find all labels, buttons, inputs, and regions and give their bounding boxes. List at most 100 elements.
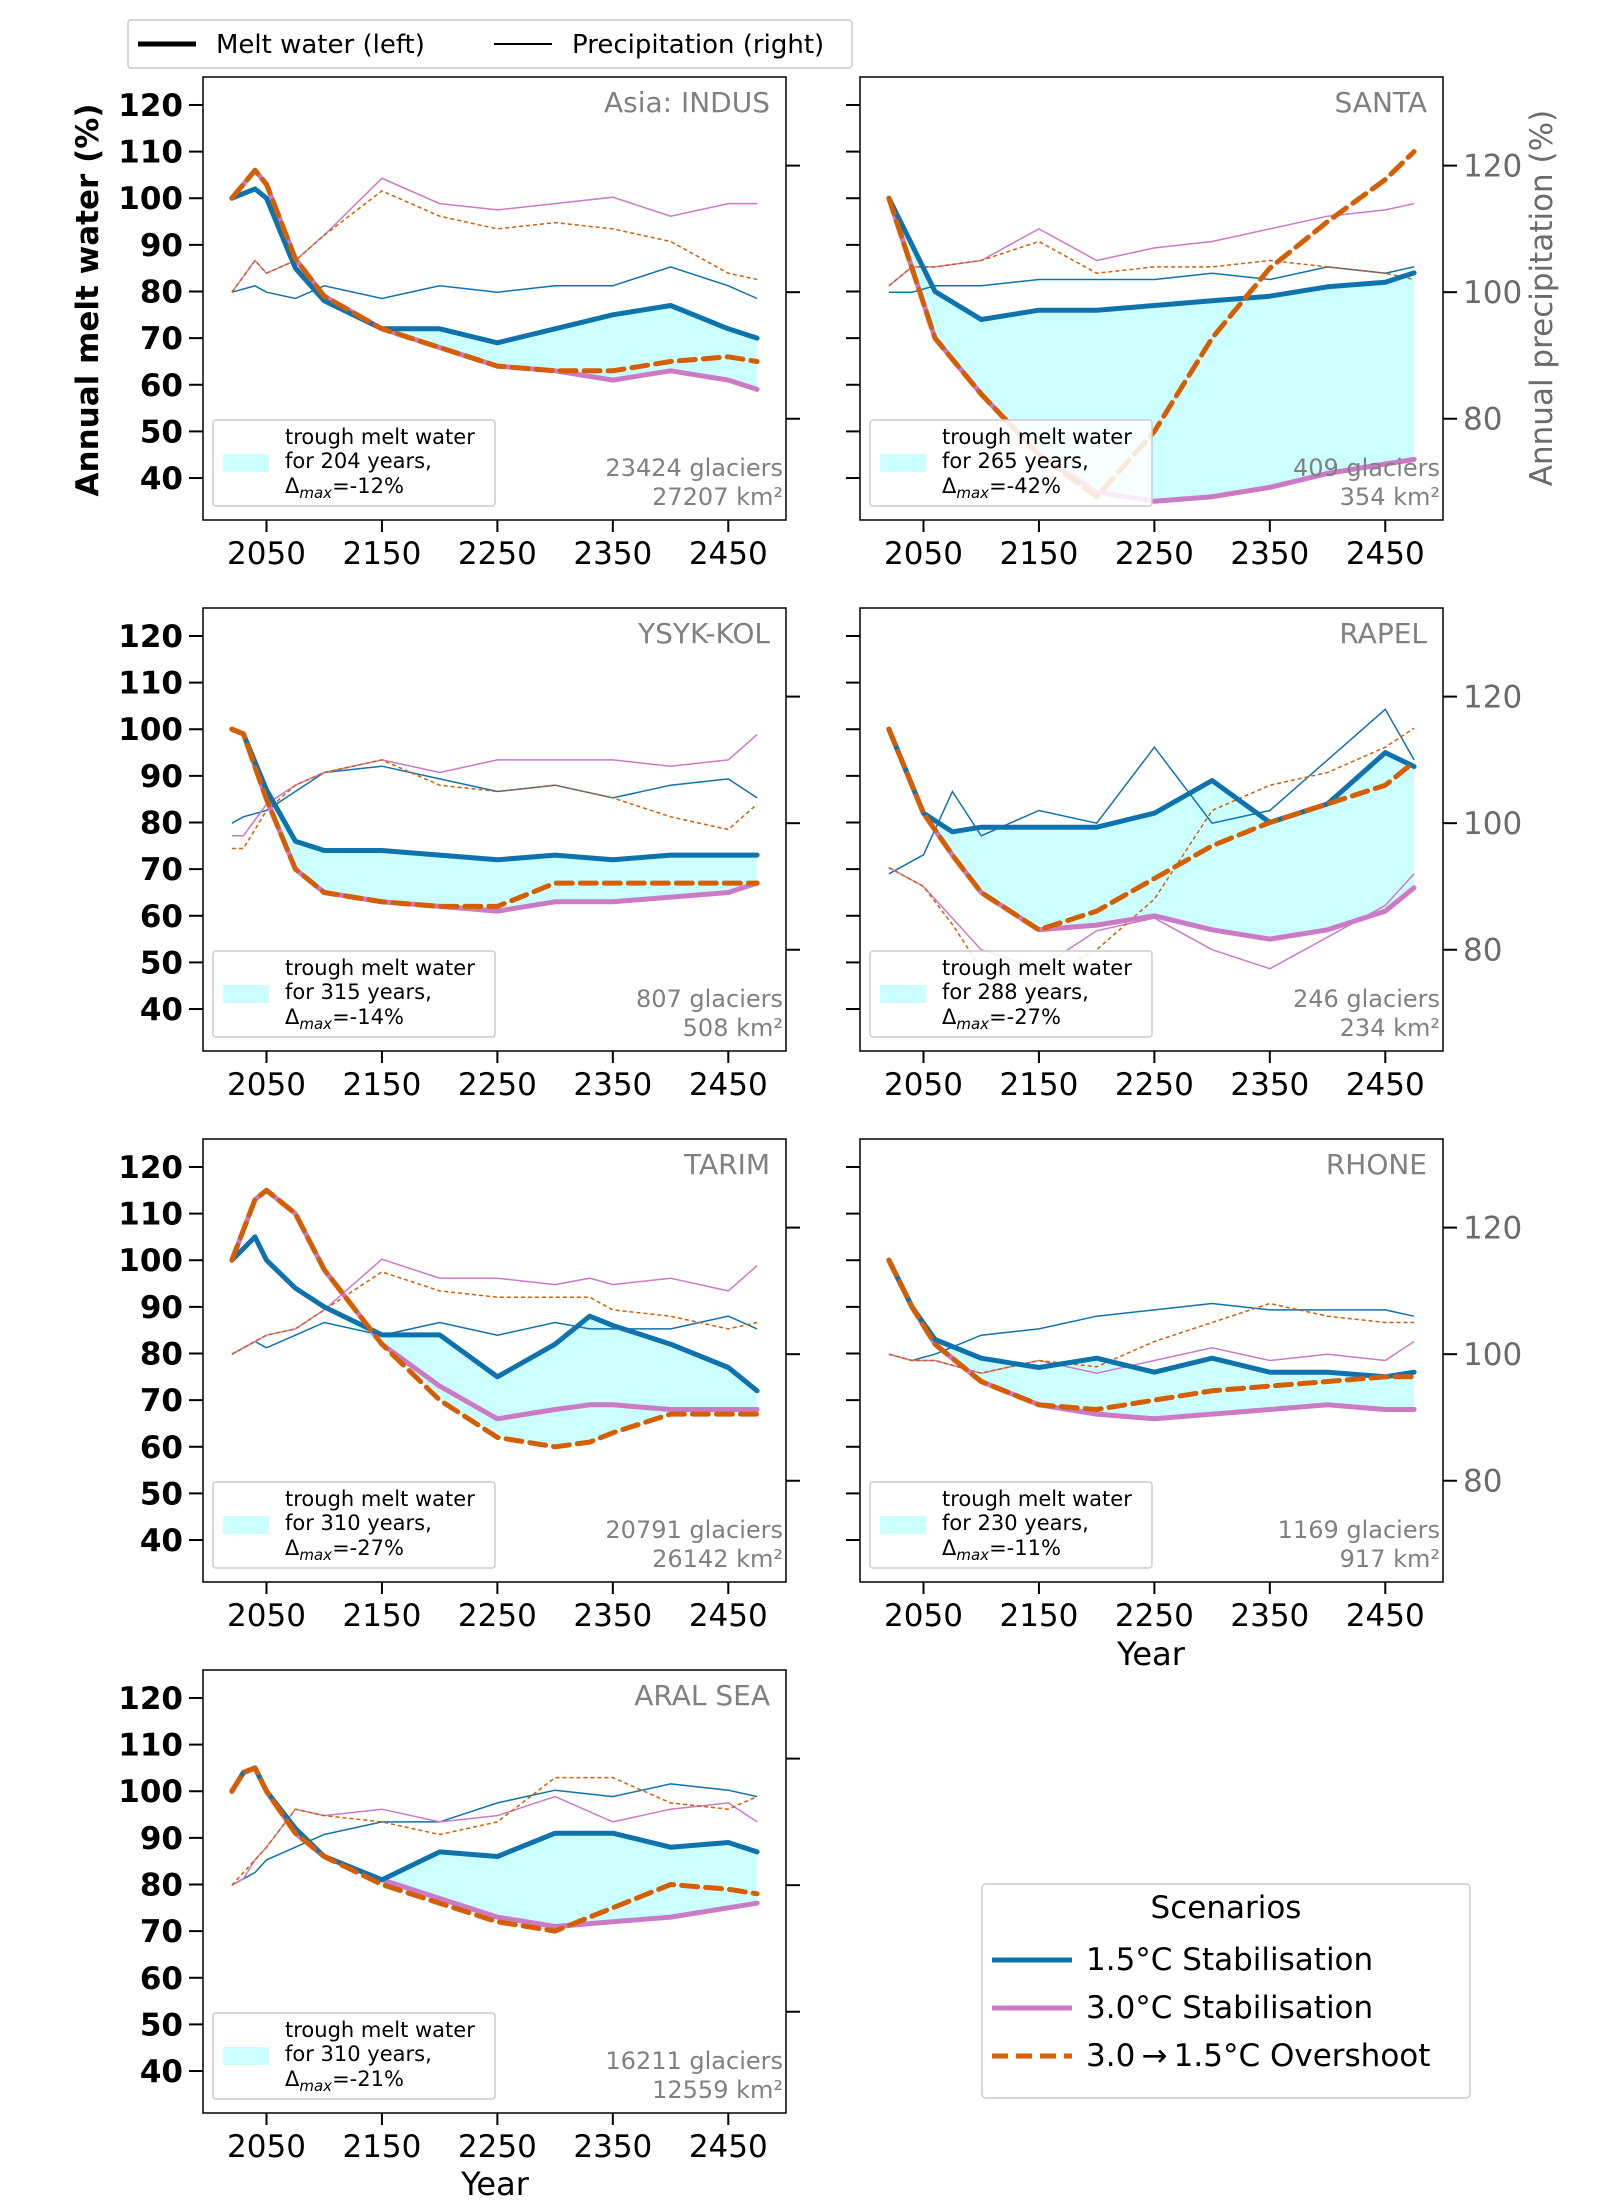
x-tick-label: 2050 [227, 1598, 306, 1634]
panel-1: 2050 2150 2250 2350 2450 80 100 120 SANTA 409 gla… [846, 76, 1522, 572]
plot-content [886, 1257, 1417, 1422]
melt-line-overshoot [886, 1257, 1417, 1412]
plot-frame [859, 1138, 1444, 1583]
plot-content [229, 1187, 760, 1450]
scenarios-legend-title: Scenarios [1151, 1890, 1302, 1926]
y-left-tick-label: 90 [140, 1821, 183, 1857]
trough-legend-delta: Δmax=-12% [285, 474, 404, 502]
trough-legend-box [869, 419, 1153, 507]
x-tick-label: 2050 [227, 536, 306, 572]
panel-3: 2050 2150 2250 2350 2450 80 100 120 RAPEL 246 gla… [846, 607, 1522, 1103]
precip-line-overshoot [888, 1302, 1415, 1374]
plot-content [886, 708, 1417, 983]
trough-legend-line1: trough melt water [285, 956, 475, 980]
trough-fill [231, 188, 758, 390]
y-right-tick-label: 120 [1463, 149, 1522, 185]
trough-fill [231, 1236, 758, 1447]
y-left-tick-label: 100 [118, 712, 183, 748]
glacier-count: 807 glaciers [636, 985, 783, 1013]
melt-line-s15 [229, 186, 760, 346]
x-tick-label: 2050 [227, 1067, 306, 1103]
panel-title: Asia: INDUS [604, 86, 770, 119]
trough-legend-box [212, 1481, 496, 1569]
panel-title: RAPEL [1339, 617, 1427, 650]
x-tick-label: 2350 [1230, 536, 1309, 572]
y-left-tick-label: 90 [140, 228, 183, 264]
x-tick-label: 2450 [1346, 1067, 1425, 1103]
x-tick-label: 2450 [1346, 1598, 1425, 1634]
top-legend: Melt water (left) Precipitation (right) [127, 19, 853, 69]
precip-line-s15 [888, 1302, 1415, 1362]
y-left-tick-label: 110 [118, 1728, 183, 1764]
trough-legend-box [212, 419, 496, 507]
glacier-area: 27207 km² [652, 483, 783, 511]
trough-legend-swatch [223, 985, 269, 1003]
x-tick-label: 2150 [342, 1067, 421, 1103]
y-left-tick-label: 110 [118, 135, 183, 171]
plot-frame [202, 76, 787, 521]
x-tick-label: 2050 [227, 2129, 306, 2165]
x-tick-label: 2450 [689, 2129, 768, 2165]
y-left-tick-label: 80 [140, 275, 183, 311]
x-tick-label: 2050 [884, 536, 963, 572]
trough-legend-delta: Δmax=-11% [942, 1536, 1061, 1564]
precip-line-s15 [231, 1315, 758, 1355]
y-left-tick-label: 120 [118, 1681, 183, 1717]
trough-legend-delta: Δmax=-27% [285, 1536, 404, 1564]
y-left-tick-label: 50 [140, 414, 183, 450]
x-tick-label: 2250 [1115, 1598, 1194, 1634]
x-tick-label: 2350 [573, 536, 652, 572]
y-left-tick-label: 90 [140, 759, 183, 795]
panel-2: 2050 2150 2250 2350 2450 40 50 60 70 80 90 100 110 12… [118, 607, 800, 1103]
panel-title: SANTA [1335, 86, 1427, 119]
trough-fill [231, 1767, 758, 1932]
trough-legend-years: for 230 years, [942, 1511, 1089, 1535]
y-left-tick-label: 40 [140, 461, 183, 497]
y-right-tick-label: 100 [1463, 275, 1522, 311]
legend-label-15: 1.5°C Stabilisation [1086, 1942, 1373, 1978]
trough-legend-delta: Δmax=-21% [285, 2067, 404, 2095]
glacier-area: 26142 km² [652, 1545, 783, 1573]
trough-legend-line1: trough melt water [285, 425, 475, 449]
x-tick-label: 2250 [458, 536, 537, 572]
y-left-tick-label: 40 [140, 2054, 183, 2090]
y-left-tick-label: 70 [140, 852, 183, 888]
left-y-axis-label: Annual melt water (%) [70, 104, 106, 497]
y-left-tick-label: 100 [118, 1243, 183, 1279]
plot-content [229, 1765, 760, 1934]
glacier-count: 409 glaciers [1293, 454, 1440, 482]
y-left-tick-label: 60 [140, 1961, 183, 1997]
precip-line-s15 [888, 708, 1415, 875]
precip-line-overshoot [888, 727, 1415, 983]
glacier-count: 20791 glaciers [605, 1516, 783, 1544]
trough-legend-years: for 310 years, [285, 1511, 432, 1535]
trough-legend-years: for 265 years, [942, 449, 1089, 473]
melt-line-overshoot [229, 1187, 760, 1450]
melt-line-overshoot [229, 1765, 760, 1934]
trough-fill [231, 729, 758, 912]
trough-legend-swatch [880, 1516, 926, 1534]
panel-title: TARIM [683, 1148, 770, 1181]
melt-line-overshoot [229, 726, 760, 909]
x-tick-label: 2350 [573, 1067, 652, 1103]
trough-fill [888, 1260, 1415, 1419]
trough-legend-delta: Δmax=-27% [942, 1005, 1061, 1033]
panel-5: 2050 2150 2250 2350 2450 80 100 120 RHONE 1169 gl… [846, 1138, 1522, 1634]
x-tick-label: 2450 [1346, 536, 1425, 572]
trough-legend-swatch [223, 2047, 269, 2065]
precip-line-overshoot [231, 1271, 758, 1355]
melt-line-s15 [886, 726, 1417, 835]
y-left-tick-label: 80 [140, 806, 183, 842]
y-left-tick-label: 120 [118, 1150, 183, 1186]
scenarios-legend: Scenarios 1.5°C Stabilisation 3.0°C Stab… [981, 1883, 1471, 2099]
glacier-count: 16211 glaciers [605, 2047, 783, 2075]
trough-legend-box [869, 950, 1153, 1038]
glacier-area: 508 km² [683, 1014, 783, 1042]
x-tick-label: 2250 [458, 1067, 537, 1103]
y-right-tick-label: 100 [1463, 1337, 1522, 1373]
trough-legend-line1: trough melt water [285, 2018, 475, 2042]
trough-legend-years: for 288 years, [942, 980, 1089, 1004]
x-tick-label: 2350 [573, 1598, 652, 1634]
trough-legend-box [212, 950, 496, 1038]
